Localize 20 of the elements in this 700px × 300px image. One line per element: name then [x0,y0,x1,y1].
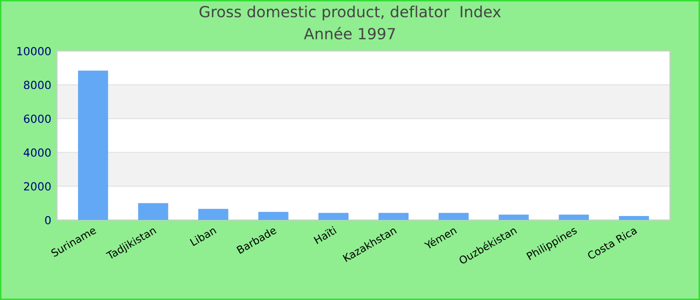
x-tick-label: Costa Rica [586,226,638,260]
bar [258,212,288,220]
y-tick-label: 2000 [24,182,51,191]
bar [558,214,589,220]
bar [378,212,409,220]
bar [318,212,348,220]
y-tick-label: 10000 [17,46,51,56]
bar [438,212,469,220]
bar [498,214,529,220]
chart-subtitle: Année 1997 [304,26,395,40]
bar [198,208,228,220]
bar [618,216,649,220]
y-tick-label: 4000 [24,148,51,157]
bar [78,70,108,220]
y-tick-label: 0 [45,216,51,224]
chart-title: Gross domestic product, deflator Index [200,6,501,20]
y-tick-label: 6000 [24,114,51,123]
x-tick-label: Liban [190,226,217,246]
bar [138,203,168,220]
y-tick-label: 8000 [24,80,51,90]
